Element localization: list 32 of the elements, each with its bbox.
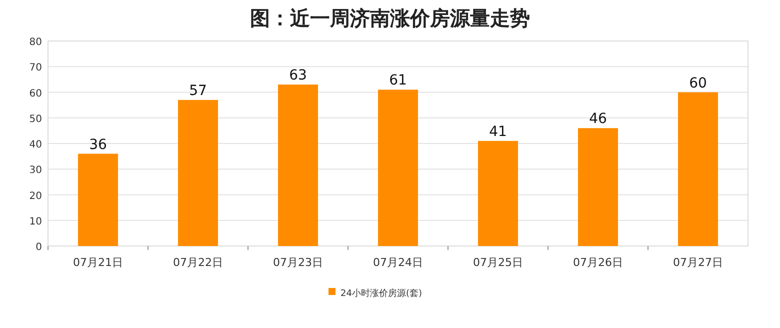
- bar: [478, 140, 518, 246]
- legend: 24小时涨价房源(套): [328, 288, 422, 299]
- bar: [178, 100, 218, 246]
- data-label: 60: [689, 75, 707, 92]
- bar: [378, 90, 418, 246]
- y-tick-label: 80: [29, 37, 42, 48]
- x-tick-label: 07月27日: [673, 256, 723, 269]
- x-tick-label: 07月24日: [373, 256, 423, 269]
- data-label: 57: [189, 82, 207, 99]
- x-tick-label: 07月25日: [473, 256, 523, 269]
- data-label: 46: [589, 111, 607, 128]
- x-tick-label: 07月26日: [573, 256, 623, 269]
- y-tick-label: 40: [29, 140, 42, 150]
- data-label: 36: [89, 136, 107, 153]
- y-tick-label: 20: [29, 190, 42, 202]
- y-tick-label: 0: [36, 242, 42, 253]
- y-tick-label: 70: [29, 62, 42, 74]
- x-tick-label: 07月21日: [73, 256, 123, 269]
- data-label: 61: [389, 72, 407, 89]
- bar: [678, 92, 718, 246]
- data-label: 41: [489, 124, 507, 140]
- bar: [578, 128, 618, 246]
- x-tick-label: 07月22日: [173, 256, 223, 269]
- y-tick-label: 50: [29, 114, 42, 125]
- y-tick-label: 10: [29, 216, 42, 228]
- bar: [278, 84, 318, 246]
- y-tick-label: 60: [29, 88, 42, 100]
- x-tick-label: 07月23日: [273, 256, 323, 269]
- y-tick-label: 30: [29, 165, 42, 176]
- chart-title: 图：近一周济南涨价房源量走势: [250, 6, 530, 30]
- data-label: 63: [289, 68, 307, 84]
- bar: [78, 154, 118, 246]
